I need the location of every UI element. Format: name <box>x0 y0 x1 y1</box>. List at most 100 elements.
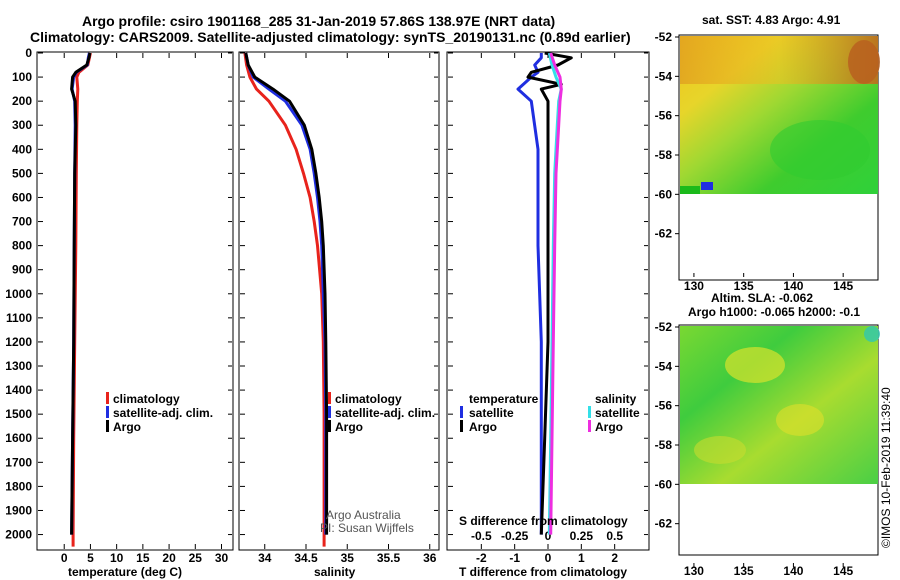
sla-map-title-line1: Altim. SLA: -0.062 <box>711 291 813 305</box>
legend-label-satellite: satellite-adj. clim. <box>335 406 435 420</box>
sla-map <box>678 324 880 556</box>
series-line-temperature-satellite <box>516 53 543 535</box>
sst-map <box>678 34 880 281</box>
depth-tick-label: 600 <box>12 190 32 204</box>
salinity-panel-frame <box>238 51 440 551</box>
sla-map-title-line2: Argo h1000: -0.065 h2000: -0.1 <box>688 305 860 319</box>
sst-ice-edge <box>680 186 700 194</box>
difference-panel-frame <box>446 51 650 551</box>
depth-tick-label: 400 <box>12 142 32 156</box>
sla-yellow-patch <box>776 404 824 436</box>
x-tick-label: 20 <box>162 551 176 565</box>
map-x-tick-label: 130 <box>684 564 704 578</box>
map-x-tick-label: 140 <box>783 279 803 293</box>
sla-yellow-patch <box>725 347 785 383</box>
series-line-argo <box>244 52 329 535</box>
credit-text: ©IMOS 10-Feb-2019 11:39:40 <box>879 387 893 548</box>
depth-tick-label: 1200 <box>5 335 32 349</box>
map-y-tick-label: -54 <box>655 69 673 83</box>
depth-tick-label: 900 <box>12 263 32 277</box>
series-line-argo <box>70 52 92 535</box>
x-tick-label: 2 <box>611 551 618 565</box>
sla-cyan-patch <box>864 326 880 342</box>
x-tick-label: 35.5 <box>377 551 401 565</box>
legend-label-climatology: climatology <box>335 392 402 406</box>
map-y-tick-label: -58 <box>655 438 673 452</box>
sst-heatmap-warm-band <box>680 36 878 84</box>
map-x-tick-label: 130 <box>684 279 704 293</box>
series-line-temperature-argo <box>526 51 573 535</box>
map-x-tick-label: 145 <box>833 279 853 293</box>
depth-tick-label: 300 <box>12 118 32 132</box>
s-diff-tick-label: -0.25 <box>501 529 529 543</box>
map-x-tick-label: 135 <box>734 279 754 293</box>
map-y-tick-label: -60 <box>655 187 673 201</box>
map-x-tick-label: 145 <box>833 564 853 578</box>
legend-swatch-t-satellite <box>460 406 463 418</box>
title-line2: Climatology: CARS2009. Satellite-adjuste… <box>30 29 631 45</box>
depth-tick-label: 0 <box>25 46 32 60</box>
sla-yellow-patch <box>694 436 746 464</box>
salinity-legend: climatology satellite-adj. clim. Argo <box>328 392 435 434</box>
depth-tick-label: 1600 <box>5 431 32 445</box>
x-tick-label: 0 <box>545 551 552 565</box>
difference-panel: -2 -1 0 1 2 -0.5 -0.25 0 0.25 0.5 <box>448 51 648 565</box>
legend-label-t-satellite: satellite <box>469 406 514 420</box>
depth-tick-label: 1100 <box>6 311 32 325</box>
depth-tick-label: 1400 <box>5 383 32 397</box>
legend-swatch-satellite <box>106 406 109 418</box>
s-difference-axis-label: S difference from climatology <box>459 514 628 528</box>
s-diff-tick-label: 0.5 <box>606 529 623 543</box>
temperature-panel-frame <box>36 51 234 551</box>
x-tick-label: 1 <box>578 551 585 565</box>
s-diff-tick-label: -0.5 <box>471 529 492 543</box>
map-y-tick-label: -62 <box>655 227 673 241</box>
map-x-tick-label: 135 <box>734 564 754 578</box>
x-tick-label: 35 <box>341 551 355 565</box>
x-tick-label: 15 <box>136 551 150 565</box>
map-y-tick-label: -58 <box>655 148 673 162</box>
map-y-tick-label: -56 <box>655 399 673 413</box>
legend-swatch-satellite <box>328 406 331 418</box>
sla-map-axes: -52 -54 -56 -58 -60 -62 130 135 140 145 <box>655 320 854 578</box>
depth-tick-label: 1500 <box>5 407 32 421</box>
depth-axis-labels: 0 100 200 300 400 500 600 700 800 900 1000 1100 1200… <box>5 46 32 542</box>
legend-swatch-s-argo <box>588 420 591 432</box>
legend-label-argo: Argo <box>113 420 141 434</box>
depth-tick-label: 1300 <box>5 359 32 373</box>
map-y-tick-label: -60 <box>655 477 673 491</box>
legend-label-s-argo: Argo <box>595 420 623 434</box>
difference-legend: temperature satellite Argo salinity sate… <box>460 392 640 434</box>
depth-tick-label: 800 <box>12 239 32 253</box>
sst-cool-patch <box>770 120 870 180</box>
x-tick-label: 25 <box>189 551 203 565</box>
map-y-tick-label: -52 <box>655 320 673 334</box>
temperature-axis-label: temperature (deg C) <box>68 565 182 579</box>
depth-tick-label: 100 <box>12 70 32 84</box>
legend-label-satellite: satellite-adj. clim. <box>113 406 213 420</box>
legend-title-temperature: temperature <box>469 392 539 406</box>
x-tick-label: 36 <box>423 551 437 565</box>
x-tick-label: 5 <box>87 551 94 565</box>
x-tick-label: 30 <box>215 551 229 565</box>
s-diff-tick-label: 0.25 <box>570 529 594 543</box>
annotation-pi: PI: Susan Wijffels <box>320 521 414 535</box>
depth-tick-label: 1900 <box>5 503 32 517</box>
depth-tick-label: 2000 <box>5 528 32 542</box>
legend-swatch-t-argo <box>460 420 463 432</box>
x-tick-label: 34 <box>258 551 272 565</box>
sst-map-axes: -52 -54 -56 -58 -60 -62 130 135 140 145 <box>655 30 854 293</box>
map-y-tick-label: -54 <box>655 359 673 373</box>
title-line1: Argo profile: csiro 1901168_285 31-Jan-2… <box>82 13 555 29</box>
map-x-tick-label: 140 <box>783 564 803 578</box>
map-y-tick-label: -52 <box>655 30 673 44</box>
temperature-legend: climatology satellite-adj. clim. Argo <box>106 392 213 434</box>
depth-tick-label: 700 <box>12 215 32 229</box>
depth-tick-label: 500 <box>12 166 32 180</box>
sst-blue-speck <box>701 182 713 190</box>
annotation-argo-australia: Argo Australia <box>326 508 401 522</box>
x-tick-label: -2 <box>476 551 487 565</box>
legend-swatch-s-satellite <box>588 406 591 418</box>
legend-swatch-climatology <box>106 392 109 404</box>
